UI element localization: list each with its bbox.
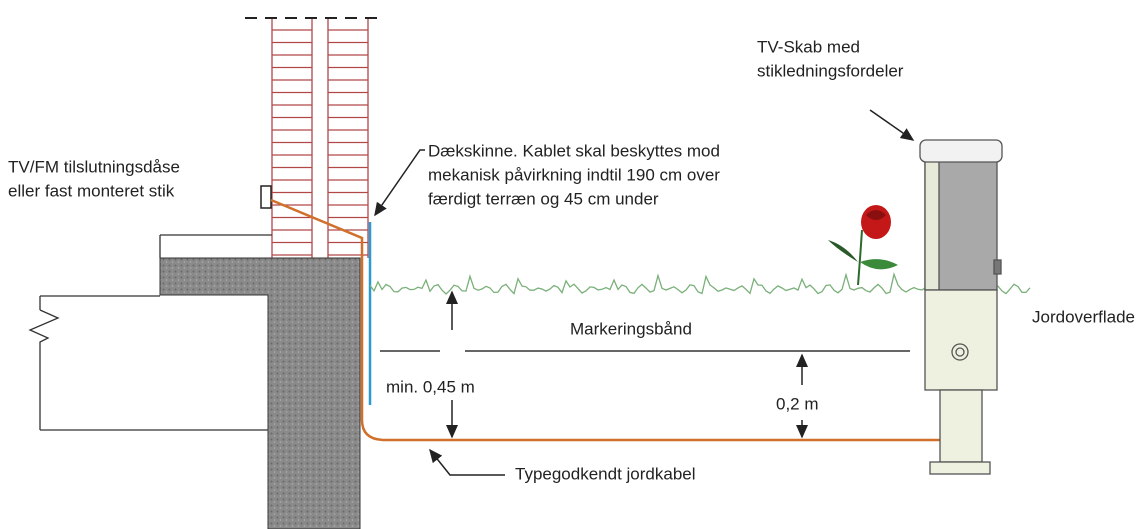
label: færdigt terræn og 45 cm under — [428, 189, 659, 208]
label: mekanisk påvirkning indtil 190 cm over — [428, 165, 720, 184]
ground-surface-line — [369, 272, 1031, 295]
label: Dækskinne. Kablet skal beskyttes mod — [428, 141, 720, 160]
rose — [828, 205, 898, 286]
label: TV-Skab med — [757, 37, 860, 56]
socket-box — [260, 185, 272, 209]
wall-lines — [28, 234, 272, 431]
cable-line — [270, 198, 940, 442]
foundation — [159, 257, 361, 529]
leader — [869, 109, 915, 141]
cabinet — [919, 139, 1003, 475]
labels: TV-Skab med stikledningsfordeler TV/FM t… — [8, 37, 1135, 483]
label: TV/FM tilslutningsdåse — [8, 157, 180, 176]
label: Jordoverflade — [1032, 307, 1135, 326]
label: Markeringsbånd — [570, 319, 692, 338]
label: 0,2 m — [776, 394, 819, 413]
leader — [374, 149, 425, 217]
label: eller fast monteret stik — [8, 181, 175, 200]
leader — [429, 448, 505, 476]
brick-chimney — [271, 18, 369, 258]
label: Typegodkendt jordkabel — [515, 464, 696, 483]
label: stikledningsfordeler — [757, 61, 904, 80]
label: min. 0,45 m — [386, 377, 475, 396]
